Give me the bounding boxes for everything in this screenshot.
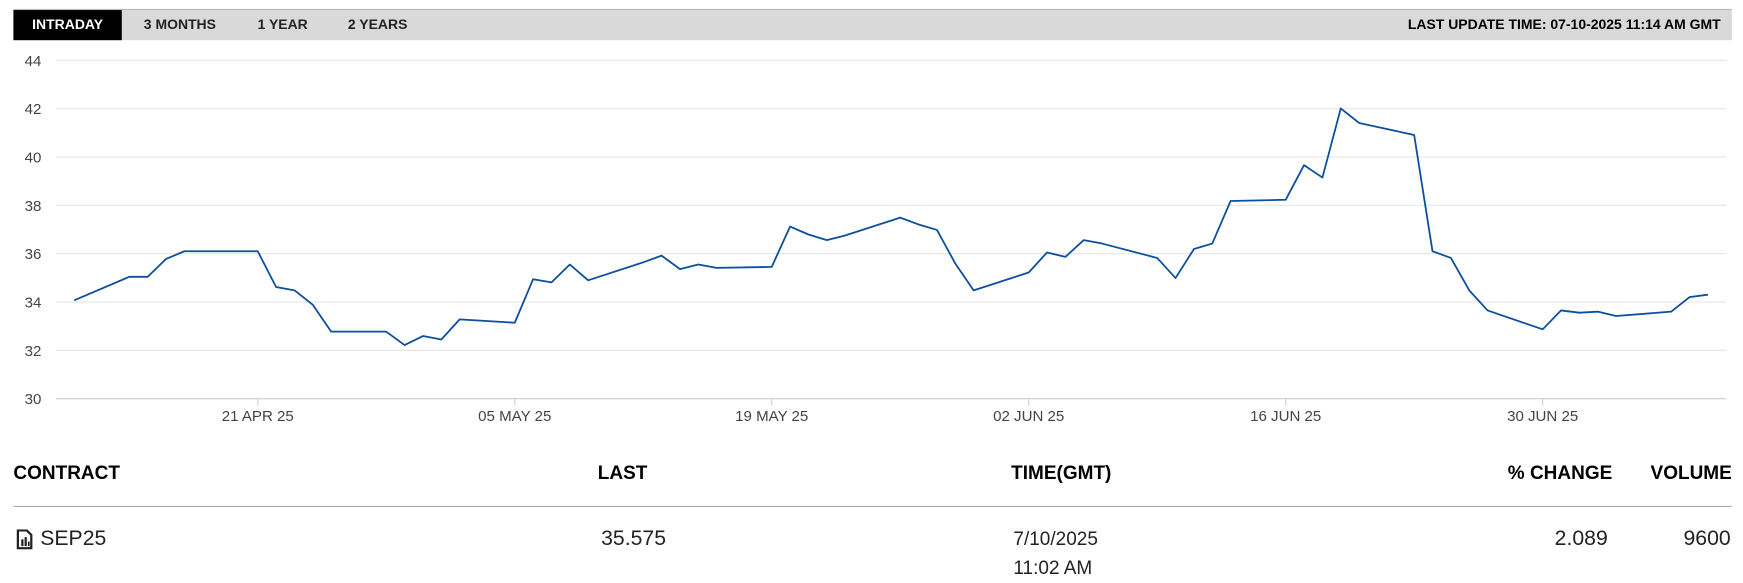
- divider: [13, 505, 1732, 507]
- y-tick-label: 40: [25, 150, 42, 167]
- change: 2.089: [1554, 527, 1608, 551]
- last: 35.575: [601, 527, 667, 551]
- tab[interactable]: 1 YEAR: [257, 16, 308, 33]
- column-header: % CHANGE: [1507, 462, 1613, 484]
- y-tick-label: 44: [25, 53, 42, 70]
- x-tick-label: 05 MAY 25: [478, 408, 551, 425]
- price-line: [73, 107, 1709, 346]
- tab[interactable]: 2 YEARS: [347, 16, 408, 33]
- x-tick-label: 19 MAY 25: [735, 408, 808, 425]
- y-tick-label: 30: [25, 391, 42, 408]
- chart: 30 32 34 36 38 40 42 44 21 APR 25 05 MAY 25 19 MAY…: [25, 53, 1727, 425]
- y-tick-label: 32: [25, 343, 42, 360]
- y-tick-label: 34: [25, 295, 42, 312]
- y-tick-label: 38: [25, 198, 42, 215]
- tab[interactable]: INTRADAY: [13, 10, 122, 41]
- tab[interactable]: 3 MONTHS: [143, 16, 216, 33]
- volume: 9600: [1683, 527, 1731, 551]
- column-header: CONTRACT: [13, 462, 120, 484]
- time: 7/10/2025 11:02 AM: [1013, 528, 1098, 579]
- tab-bar: INTRADAY 3 MONTHS 1 YEAR 2 YEARS LAST UP…: [13, 8, 1732, 41]
- x-tick-label: 30 JUN 25: [1507, 408, 1578, 425]
- y-tick-label: 36: [25, 246, 42, 263]
- last-update: LAST UPDATE TIME: 07-10-2025 11:14 AM GM…: [1407, 16, 1721, 33]
- y-tick-label: 42: [25, 101, 42, 118]
- column-header: VOLUME: [1650, 462, 1732, 484]
- chart-icon[interactable]: [16, 529, 34, 550]
- x-tick-label: 21 APR 25: [222, 408, 294, 425]
- x-tick-label: 02 JUN 25: [993, 408, 1064, 425]
- column-header: LAST: [597, 462, 648, 484]
- x-tick-label: 16 JUN 25: [1250, 408, 1321, 425]
- contract[interactable]: SEP25: [40, 527, 107, 551]
- column-header: TIME(GMT): [1011, 462, 1112, 484]
